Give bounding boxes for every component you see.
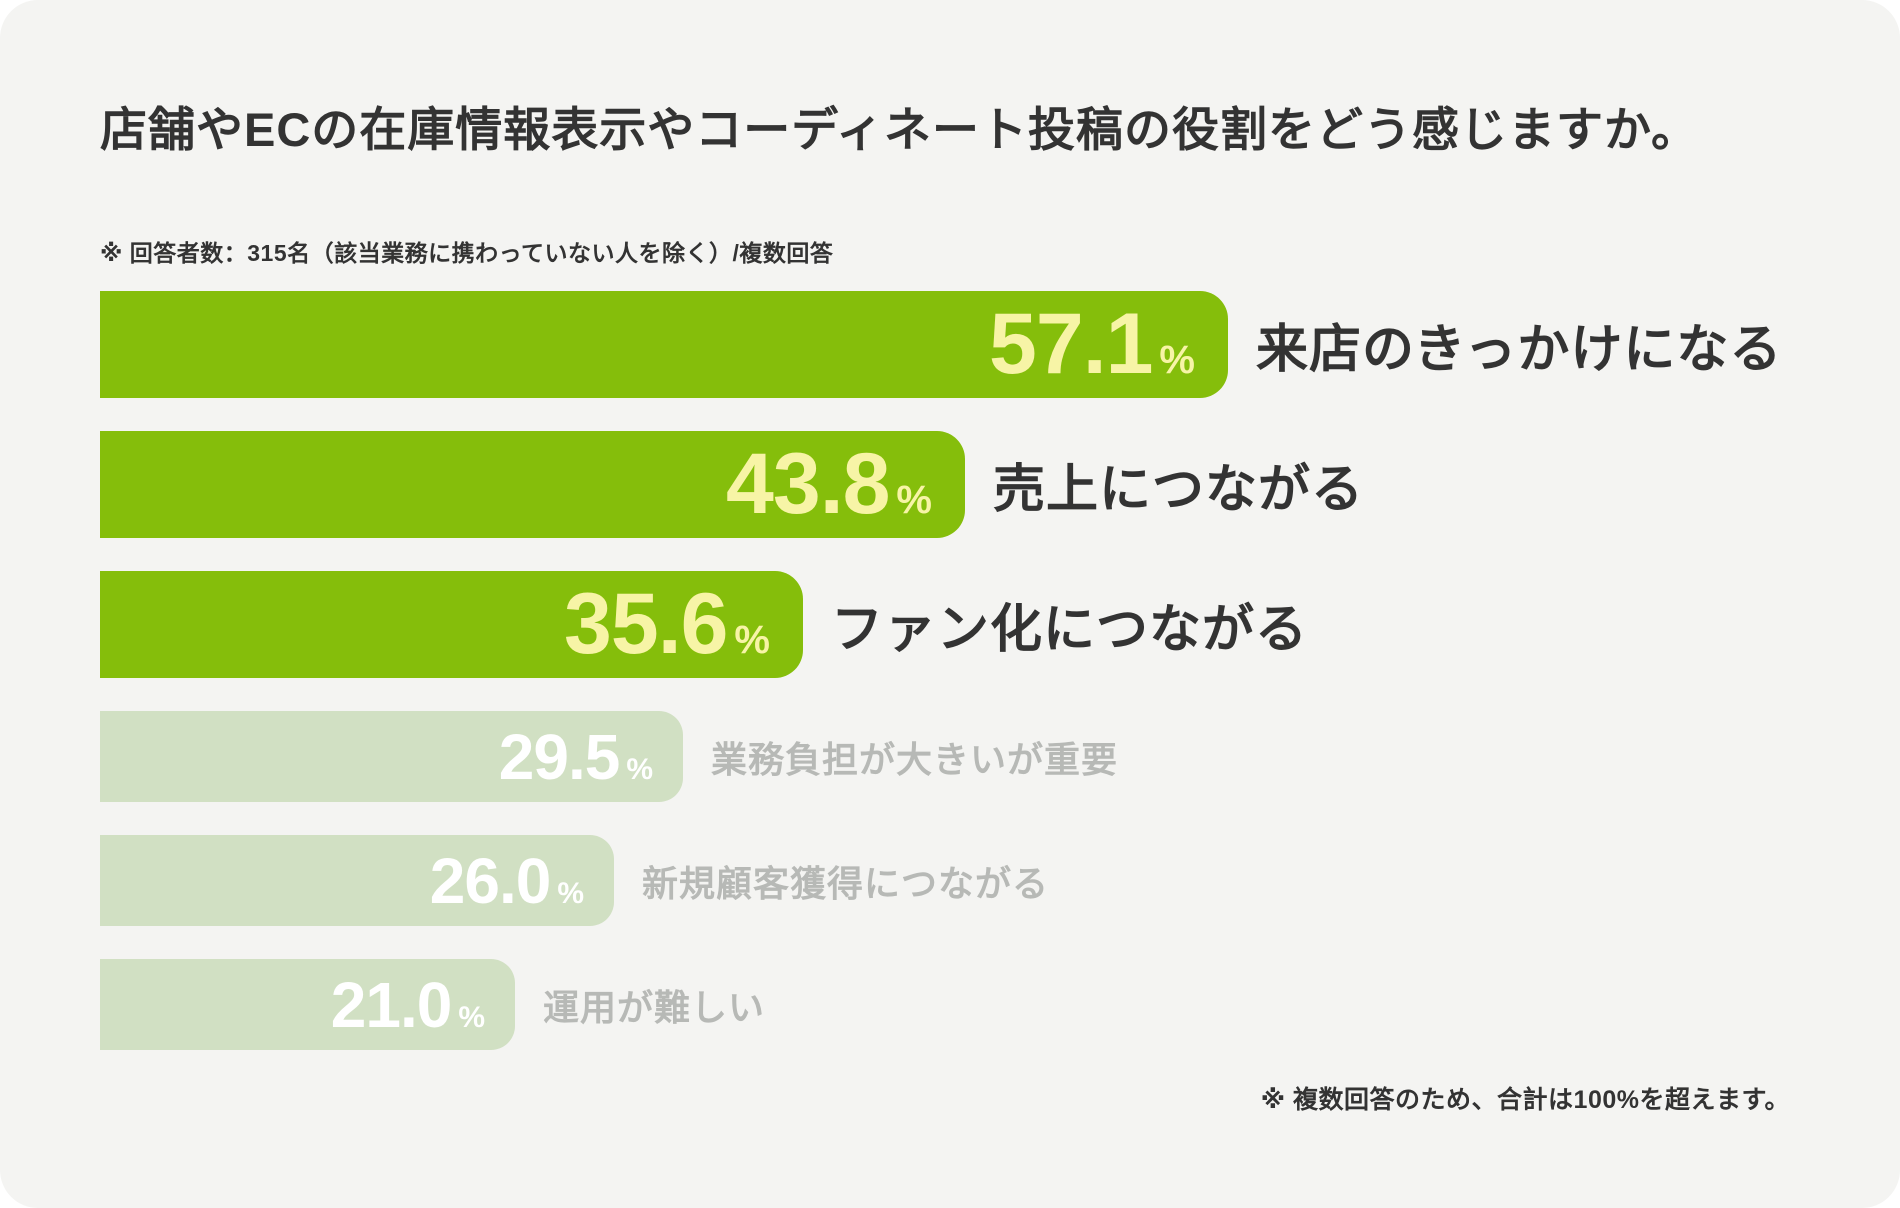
- bar-row: 29.5% 業務負担が大きいが重要: [100, 711, 1880, 802]
- bar-row: 57.1% 来店のきっかけになる: [100, 291, 1880, 398]
- bar-value: 26.0%: [430, 844, 584, 918]
- bar-value-number: 29.5: [498, 720, 621, 793]
- bar-segment: 29.5%: [100, 711, 683, 802]
- bar-value-number: 35.6: [564, 576, 728, 672]
- bar-value-number: 26.0: [429, 844, 552, 917]
- bar-segment: 26.0%: [100, 835, 614, 926]
- bar-row: 43.8% 売上につながる: [100, 431, 1880, 538]
- percent-sign: %: [896, 478, 932, 522]
- bar-row: 35.6% ファン化につながる: [100, 571, 1880, 678]
- bar-label: 売上につながる: [993, 461, 1365, 519]
- bar-label: 新規顧客獲得につながる: [642, 862, 1050, 904]
- bar-value-number: 57.1: [989, 296, 1153, 392]
- bar-segment: 35.6%: [100, 571, 803, 678]
- bar-chart: 57.1% 来店のきっかけになる 43.8% 売上につながる 35.6% ファン化につなが…: [100, 291, 1880, 1083]
- bar-value-number: 43.8: [726, 436, 890, 532]
- bar-label: 業務負担が大きいが重要: [711, 738, 1119, 780]
- bar-label: 来店のきっかけになる: [1256, 321, 1783, 379]
- multiple-answers-footnote: ※ 複数回答のため、合計は100%を超えます。: [1260, 1086, 1790, 1114]
- bar-value-number: 21.0: [330, 968, 453, 1041]
- respondent-count-note: ※ 回答者数：315名（該当業務に携わっていない人を除く）/複数回答: [100, 240, 834, 266]
- bar-value: 57.1%: [989, 295, 1195, 394]
- bar-value: 43.8%: [726, 435, 932, 534]
- bar-value: 35.6%: [564, 575, 770, 674]
- percent-sign: %: [1159, 338, 1195, 382]
- bar-value: 29.5%: [499, 720, 653, 794]
- bar-row: 21.0% 運用が難しい: [100, 959, 1880, 1050]
- chart-title: 店舗やECの在庫情報表示やコーディネート投稿の役割をどう感じますか。: [100, 103, 1700, 156]
- bar-value: 21.0%: [331, 968, 485, 1042]
- bar-label: 運用が難しい: [543, 986, 766, 1028]
- percent-sign: %: [626, 752, 653, 786]
- bar-label: ファン化につながる: [831, 601, 1309, 659]
- percent-sign: %: [557, 876, 584, 910]
- bar-segment: 43.8%: [100, 431, 965, 538]
- bar-row: 26.0% 新規顧客獲得につながる: [100, 835, 1880, 926]
- percent-sign: %: [458, 1000, 485, 1034]
- bar-segment: 21.0%: [100, 959, 515, 1050]
- percent-sign: %: [734, 618, 770, 662]
- bar-segment: 57.1%: [100, 291, 1228, 398]
